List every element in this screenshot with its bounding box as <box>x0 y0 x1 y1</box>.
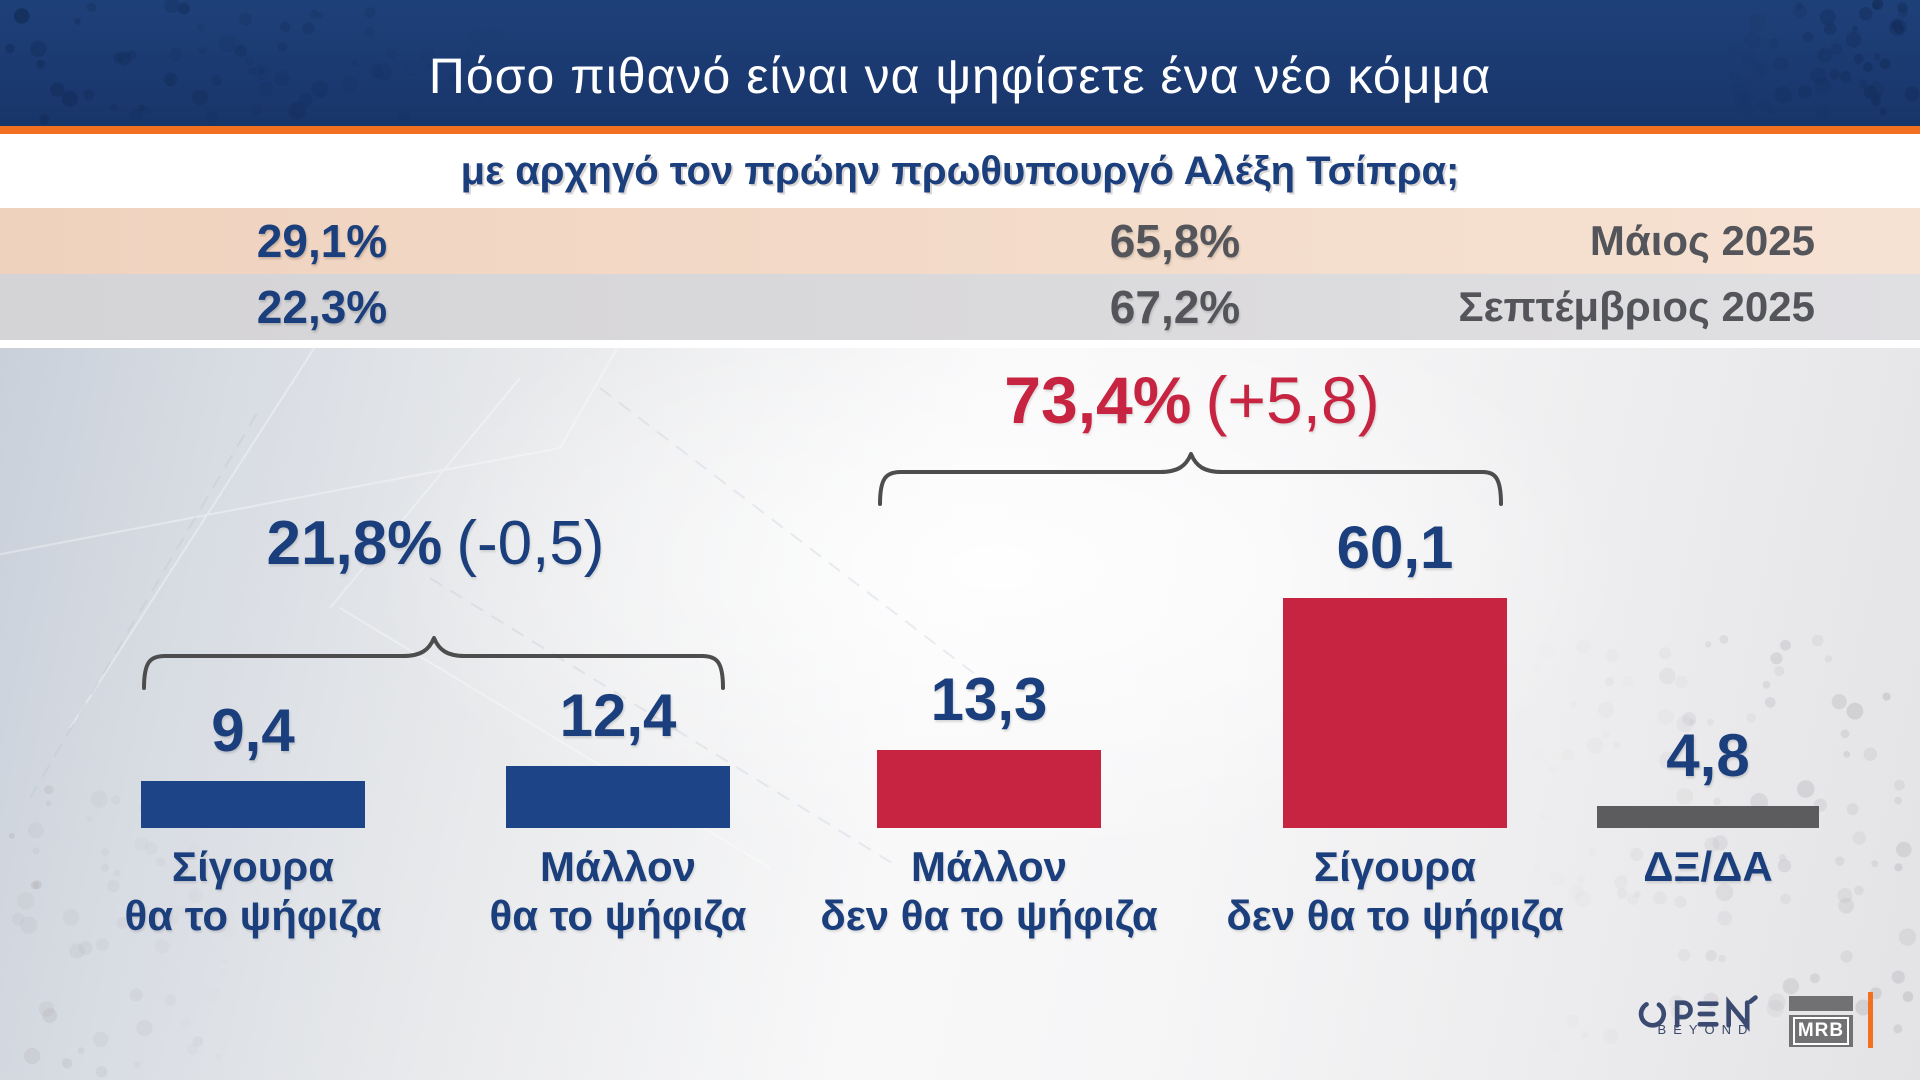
category-label-sigoura-tha: Σίγουρα θα το ψήφιζα <box>124 843 382 939</box>
bar-value-label: 9,4 <box>211 697 295 764</box>
page-subtitle: με αρχηγό τον πρώην πρωθυπουργό Αλέξη Τσ… <box>460 148 1460 193</box>
mrb-logo: MRB <box>1789 996 1853 1047</box>
history-gray-value: 65,8% <box>1109 215 1241 267</box>
bar-mallon-tha <box>506 766 730 828</box>
open-channel-logo <box>1638 995 1758 1032</box>
orange-tick-decoration <box>1868 992 1873 1048</box>
bracket-likely-group <box>142 636 725 690</box>
history-blue-value: 22,3% <box>256 281 388 333</box>
history-gray-value: 67,2% <box>1109 281 1241 333</box>
bracket-unlikely-group <box>878 452 1503 506</box>
history-row-may: 29,1% 65,8% Μάιος 2025 <box>0 208 1920 274</box>
bar-column-dxda: 4,8 <box>1597 726 1819 828</box>
bar-value-label: 4,8 <box>1666 722 1750 789</box>
mrb-logo-text: MRB <box>1792 1017 1850 1045</box>
mrb-logo-bottom-bar: MRB <box>1789 1015 1853 1047</box>
bar-value-label: 12,4 <box>559 682 677 749</box>
group-delta-value: (-0,5) <box>456 509 605 578</box>
orange-divider <box>0 126 1920 134</box>
history-period: Μάιος 2025 <box>1589 217 1815 264</box>
bar-value-label: 13,3 <box>930 666 1048 733</box>
history-period: Σεπτέμβριος 2025 <box>1458 283 1815 330</box>
open-tagline: BEYOND <box>1657 1022 1755 1037</box>
group-delta-value: (+5,8) <box>1205 363 1380 437</box>
bar-mallon-den <box>877 750 1101 828</box>
history-blue-value: 29,1% <box>256 215 388 267</box>
bar-column-mallon-tha: 12,4 <box>506 686 730 828</box>
group-total-unlikely: 73,4% (+5,8) <box>877 362 1507 438</box>
group-total-value: 21,8% <box>266 509 443 578</box>
mrb-logo-top-bar <box>1789 996 1853 1011</box>
category-label-mallon-den: Μάλλον δεν θα το ψήφιζα <box>820 843 1158 939</box>
category-label-mallon-tha: Μάλλον θα το ψήφιζα <box>489 843 747 939</box>
category-label-sigoura-den: Σίγουρα δεν θα το ψήφιζα <box>1226 843 1564 939</box>
bar-column-mallon-den: 13,3 <box>877 670 1101 828</box>
history-row-september: 22,3% 67,2% Σεπτέμβριος 2025 <box>0 274 1920 340</box>
bar-dxda <box>1597 806 1819 828</box>
page-title: Πόσο πιθανό είναι να ψηφίσετε ένα νέο κό… <box>428 48 1492 104</box>
category-label-dxda: ΔΞ/ΔΑ <box>1643 843 1773 890</box>
group-total-likely: 21,8% (-0,5) <box>141 508 730 579</box>
subtitle-band: με αρχηγό τον πρώην πρωθυπουργό Αλέξη Τσ… <box>0 134 1920 208</box>
bar-chart: 21,8% (-0,5) 73,4% (+5,8) 9,4 12,4 13,3 60… <box>0 348 1920 1080</box>
bar-sigoura-tha <box>141 781 365 828</box>
bar-column-sigoura-tha: 9,4 <box>141 701 365 828</box>
bar-sigoura-den <box>1283 598 1507 828</box>
header-bar: Πόσο πιθανό είναι να ψηφίσετε ένα νέο κό… <box>0 0 1920 126</box>
bar-value-label: 60,1 <box>1336 514 1454 581</box>
row-chart-separator <box>0 340 1920 348</box>
group-total-value: 73,4% <box>1004 363 1192 437</box>
bar-column-sigoura-den: 60,1 <box>1283 518 1507 828</box>
